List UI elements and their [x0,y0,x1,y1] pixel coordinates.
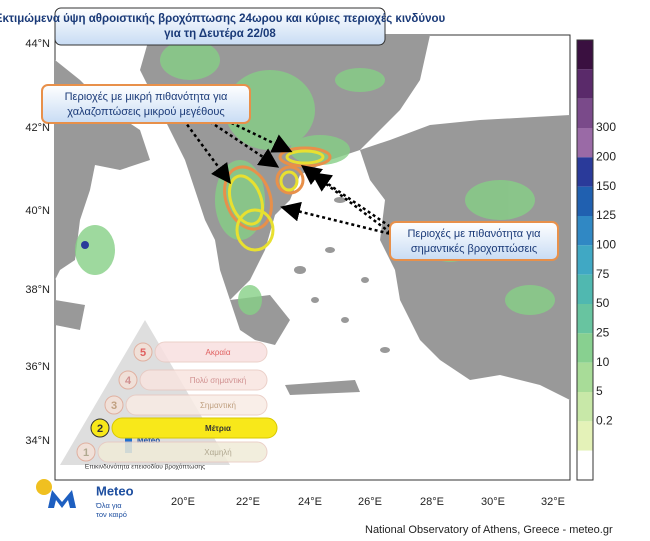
colorbar-label: 125 [596,208,616,222]
logo-tagline: Όλα για [95,501,122,510]
lon-label: 30°E [481,496,505,508]
risk-pill [154,341,268,363]
lat-label: 36°N [25,361,50,373]
lon-label: 20°E [171,496,195,508]
colorbar-band [577,421,593,451]
colorbar-band [577,392,593,422]
risk-label: Πολύ σημαντική [190,376,247,385]
lon-label: 26°E [358,496,382,508]
callout-line: χαλαζοπτώσεις μικρού μεγέθους [67,106,224,118]
risk-badge [118,370,138,390]
colorbar-band [577,98,593,128]
risk-logo-name: Meteo [137,436,160,445]
land-crete [285,380,360,395]
islands [294,197,390,353]
colorbar-label: 200 [596,150,616,164]
title-frame [54,7,386,46]
risk-badge [133,342,153,362]
callout: Περιοχές με μικρή πιθανότητα για χαλαζοπ… [41,84,251,124]
title-line: για τη Δευτέρα 22/08 [164,28,276,40]
colorbar-band [577,186,593,216]
risk-pill [125,394,268,416]
colorbar-band [577,245,593,275]
colorbar-label: 5 [596,384,603,398]
risk-label: Σημαντική [200,401,236,410]
risk-label: Ακραία [206,348,231,357]
colorbar-band [577,450,593,480]
colorbar-band [577,304,593,334]
logo-tagline: τον καιρό [96,510,127,519]
callout-line: σημαντικές βροχοπτώσεις [411,243,537,255]
land-sicily [55,300,85,330]
colorbar-label: 10 [596,355,610,369]
risk-legend: Επικινδυνότητα επεισοδίου βροχόπτωσης Me… [60,320,278,471]
callout-frame [41,84,251,124]
title-line: Εκτιμώμενα ύψη αθροιστικής βροχόπτωσης 2… [0,13,445,25]
risk-label: Μέτρια [205,424,231,433]
risk-number: 2 [97,423,103,435]
colorbar-band [577,274,593,304]
callout-line: Περιοχές με μικρή πιθανότητα για [65,91,228,103]
colorbar-label: 25 [596,326,610,340]
footer: National Observatory of Athens, Greece -… [365,524,613,536]
colorbar-label: 0.2 [596,414,613,428]
lon-label: 32°E [541,496,565,508]
risk-number: 4 [125,375,132,387]
risk-number: 1 [83,447,89,459]
callout: Περιοχές με πιθανότητα για σημαντικές βρ… [389,221,559,261]
logo-mark [48,490,76,508]
colorbar-label: 150 [596,179,616,193]
title-box: Εκτιμώμενα ύψη αθροιστικής βροχόπτωσης 2… [0,7,445,46]
risk-number: 5 [140,347,146,359]
lon-label: 24°E [298,496,322,508]
lat-label: 38°N [25,284,50,296]
colorbar-band [577,157,593,187]
callout-line: Περιοχές με πιθανότητα για [407,228,541,240]
lat-label: 42°N [25,122,50,134]
colorbar-band [577,216,593,246]
risk-badge [104,395,124,415]
lat-label: 40°N [25,205,50,217]
colorbar-label: 300 [596,120,616,134]
colorbar-band [577,128,593,158]
colorbar-band [577,69,593,99]
colorbar-label: 100 [596,238,616,252]
rain-peak [81,241,89,249]
risk-badge [90,418,110,438]
risk-caption: Επικινδυνότητα επεισοδίου βροχόπτωσης [85,463,205,471]
colorbar-band [577,333,593,363]
colorbar-label: 50 [596,296,610,310]
risk-badge [76,442,96,462]
risk-pill [139,369,268,391]
colorbar-band [577,40,593,70]
callout-frame [389,221,559,261]
risk-pill [111,417,278,439]
logo-dot [36,479,52,495]
logo: Meteo Όλα για τον καιρό [36,479,134,519]
lat-label: 34°N [25,435,50,447]
colorbar-band [577,362,593,392]
colorbar-label: 75 [596,267,610,281]
logo-name: Meteo [96,483,134,498]
lon-label: 28°E [420,496,444,508]
risk-pill [97,441,268,463]
lat-label: 44°N [25,38,50,50]
colorbar: 300 200 150 125 100 75 50 25 10 5 0.2 [576,39,616,481]
risk-label: Χαμηλή [204,448,231,457]
colorbar-frame [576,39,594,481]
lon-label: 22°E [236,496,260,508]
risk-number: 3 [111,400,117,412]
